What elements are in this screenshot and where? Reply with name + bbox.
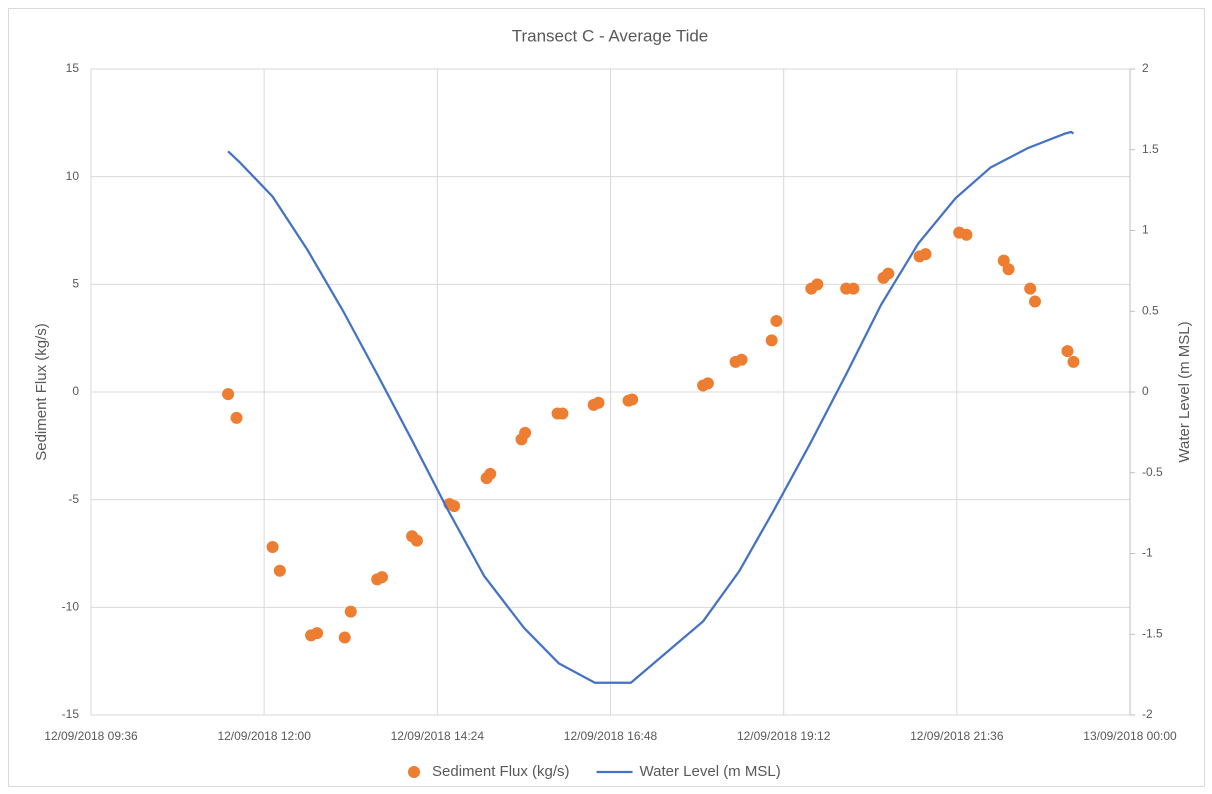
- scatter-point: [484, 467, 497, 480]
- y-tick-label: -10: [62, 600, 80, 614]
- y-tick-label: 0: [72, 384, 79, 398]
- scatter-point: [448, 500, 461, 513]
- scatter-point: [919, 248, 932, 261]
- scatter-point: [765, 334, 778, 347]
- y-tick-label: 15: [66, 61, 80, 75]
- scatter-point: [410, 534, 423, 547]
- y-axis-title: Sediment Flux (kg/s): [33, 323, 50, 461]
- y2-tick-label: 1: [1142, 223, 1149, 237]
- x-tick-label: 12/09/2018 12:00: [217, 729, 311, 743]
- scatter-point: [222, 388, 235, 401]
- y2-tick-label: 0.5: [1142, 303, 1159, 317]
- x-tick-label: 12/09/2018 21:36: [910, 729, 1004, 743]
- scatter-point: [701, 377, 714, 390]
- scatter-point: [1061, 345, 1074, 358]
- scatter-point: [626, 393, 639, 406]
- x-tick-label: 13/09/2018 00:00: [1083, 729, 1177, 743]
- scatter-point: [811, 278, 824, 291]
- scatter-point: [311, 627, 324, 640]
- x-tick-label: 12/09/2018 09:36: [44, 729, 138, 743]
- y-tick-label: -15: [62, 707, 80, 721]
- y2-axis-title: Water Level (m MSL): [1176, 321, 1193, 462]
- scatter-point: [556, 407, 569, 420]
- scatter-point: [273, 564, 286, 577]
- y2-tick-label: -0.5: [1142, 465, 1163, 479]
- y2-tick-label: 1.5: [1142, 142, 1159, 156]
- chart-border: [8, 8, 1205, 787]
- scatter-point: [1024, 282, 1037, 295]
- scatter-point: [230, 411, 243, 424]
- scatter-point: [592, 396, 605, 409]
- scatter-point: [847, 282, 860, 295]
- scatter-point: [1028, 295, 1041, 308]
- x-tick-label: 12/09/2018 14:24: [391, 729, 485, 743]
- chart-title: Transect C - Average Tide: [512, 26, 709, 45]
- scatter-point: [735, 353, 748, 366]
- line-series: [227, 130, 1075, 684]
- x-tick-label: 12/09/2018 19:12: [737, 729, 831, 743]
- y2-tick-label: 0: [1142, 384, 1149, 398]
- y-tick-label: 5: [72, 277, 79, 291]
- scatter-point: [960, 228, 973, 241]
- scatter-point: [338, 631, 351, 644]
- y2-tick-label: -1.5: [1142, 626, 1163, 640]
- x-tick-label: 12/09/2018 16:48: [564, 729, 658, 743]
- scatter-point: [376, 571, 389, 584]
- y2-tick-label: -2: [1142, 707, 1153, 721]
- scatter-point: [770, 314, 783, 327]
- legend-label: Water Level (m MSL): [640, 763, 781, 780]
- y2-tick-label: -1: [1142, 546, 1153, 560]
- y2-tick-label: 2: [1142, 61, 1149, 75]
- scatter-point: [266, 541, 279, 554]
- scatter-point: [882, 267, 895, 280]
- scatter-point: [1002, 263, 1015, 276]
- scatter-point: [1067, 355, 1080, 368]
- scatter-point: [519, 426, 532, 439]
- legend-marker: [408, 766, 420, 778]
- y-tick-label: -5: [68, 492, 79, 506]
- scatter-point: [344, 605, 357, 618]
- y-tick-label: 10: [66, 169, 80, 183]
- legend-label: Sediment Flux (kg/s): [432, 763, 570, 780]
